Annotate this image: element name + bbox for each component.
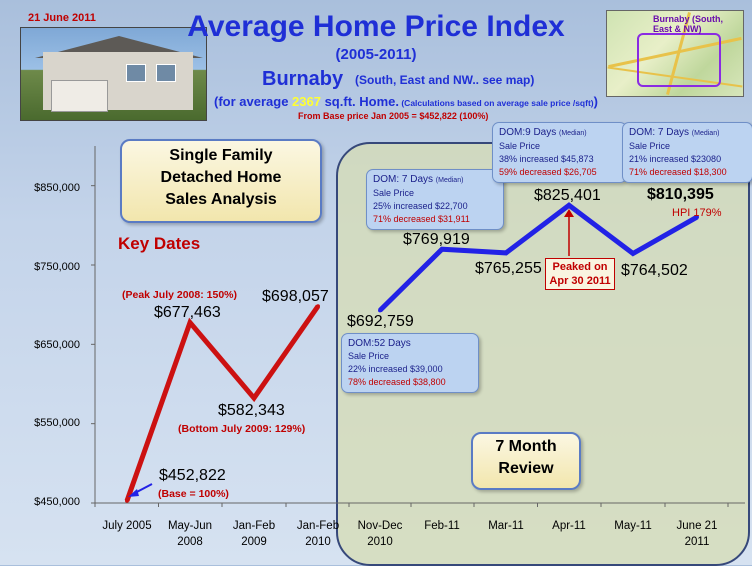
base-arrow (128, 483, 153, 497)
bottom-note: (Bottom July 2009: 129%) (178, 423, 306, 435)
data-point-4 (378, 308, 382, 313)
house-photo (20, 27, 207, 121)
chart-title: Average Home Price Index (187, 10, 565, 43)
base-price-note: From Base price Jan 2005 = $452,822 (100… (298, 111, 489, 121)
data-label-1: $677,463 (154, 304, 221, 321)
city-name: Burnaby (262, 68, 344, 90)
info-box-feb: DOM: 7 Days (Median) Sale Price 25% incr… (366, 169, 504, 230)
review-box: 7 Month Review (471, 432, 581, 490)
peak-arrow (564, 209, 574, 256)
x-tick-8: May-11 (614, 520, 652, 532)
data-label-8: $764,502 (621, 262, 688, 279)
key-dates-label: Key Dates (118, 234, 201, 253)
data-label-2: $582,343 (218, 402, 285, 419)
burnaby-map: Burnaby (South, East & NW) (606, 10, 744, 97)
x-tick-5: Feb-11 (424, 520, 460, 532)
chart-subtitle: (2005-2011) (335, 46, 417, 63)
data-point-6 (504, 250, 508, 255)
y-tick-0: $450,000 (34, 496, 80, 508)
y-tick-2: $650,000 (34, 339, 80, 351)
average-home-note: (for average 2367 sq.ft. Home. (Calculat… (214, 94, 598, 109)
data-label-9: $810,395 (647, 186, 714, 203)
report-date: 21 June 2011 (28, 12, 96, 24)
data-point-8 (631, 251, 635, 256)
y-tick-3: $750,000 (34, 261, 80, 273)
y-tick-4: $850,000 (34, 182, 80, 194)
info-box-nov-dec: DOM:52 Days Sale Price 22% increased $39… (341, 333, 479, 393)
data-point-5 (440, 247, 444, 252)
data-label-3: $698,057 (262, 288, 329, 305)
data-label-6: $765,255 (475, 260, 542, 277)
data-label-0: $452,822 (159, 467, 226, 484)
analysis-box: Single Family Detached Home Sales Analysis (120, 139, 322, 223)
x-tick-7: Apr-11 (552, 520, 586, 532)
city-note: (South, East and NW.. see map) (355, 73, 535, 87)
avg-sqft: 2367 (292, 94, 321, 109)
data-label-4: $692,759 (347, 313, 414, 330)
x-tick-6: Mar-11 (488, 520, 524, 532)
data-point-9 (695, 215, 699, 220)
info-box-june: DOM: 7 Days (Median) Sale Price 21% incr… (622, 122, 752, 183)
x-tick-9: June 21 2011 (676, 520, 718, 548)
base-pct-note: (Base = 100%) (158, 488, 229, 500)
data-point-3 (316, 304, 320, 309)
data-point-2 (252, 396, 256, 401)
data-point-7 (567, 203, 571, 208)
y-tick-1: $550,000 (34, 417, 80, 429)
x-tick-3: Jan-Feb 2010 (296, 520, 340, 548)
peaked-box: Peaked on Apr 30 2011 (545, 258, 615, 290)
peak-note: (Peak July 2008: 150%) (122, 289, 237, 301)
info-box-apr: DOM:9 Days (Median) Sale Price 38% incre… (492, 122, 627, 183)
data-point-1 (188, 320, 192, 325)
series-line-1 (378, 202, 699, 313)
series-line-0 (124, 304, 321, 502)
data-point-0 (125, 498, 129, 503)
hpi-note: HPI 179% (672, 207, 722, 219)
data-label-5: $769,919 (403, 231, 470, 248)
x-tick-4: Nov-Dec 2010 (357, 520, 403, 548)
x-tick-0: July 2005 (102, 520, 152, 532)
data-label-7: $825,401 (534, 187, 601, 204)
x-tick-2: Jan-Feb 2009 (232, 520, 276, 548)
map-label: Burnaby (South, East & NW) (653, 14, 723, 34)
x-tick-1: May-Jun 2008 (167, 520, 213, 548)
